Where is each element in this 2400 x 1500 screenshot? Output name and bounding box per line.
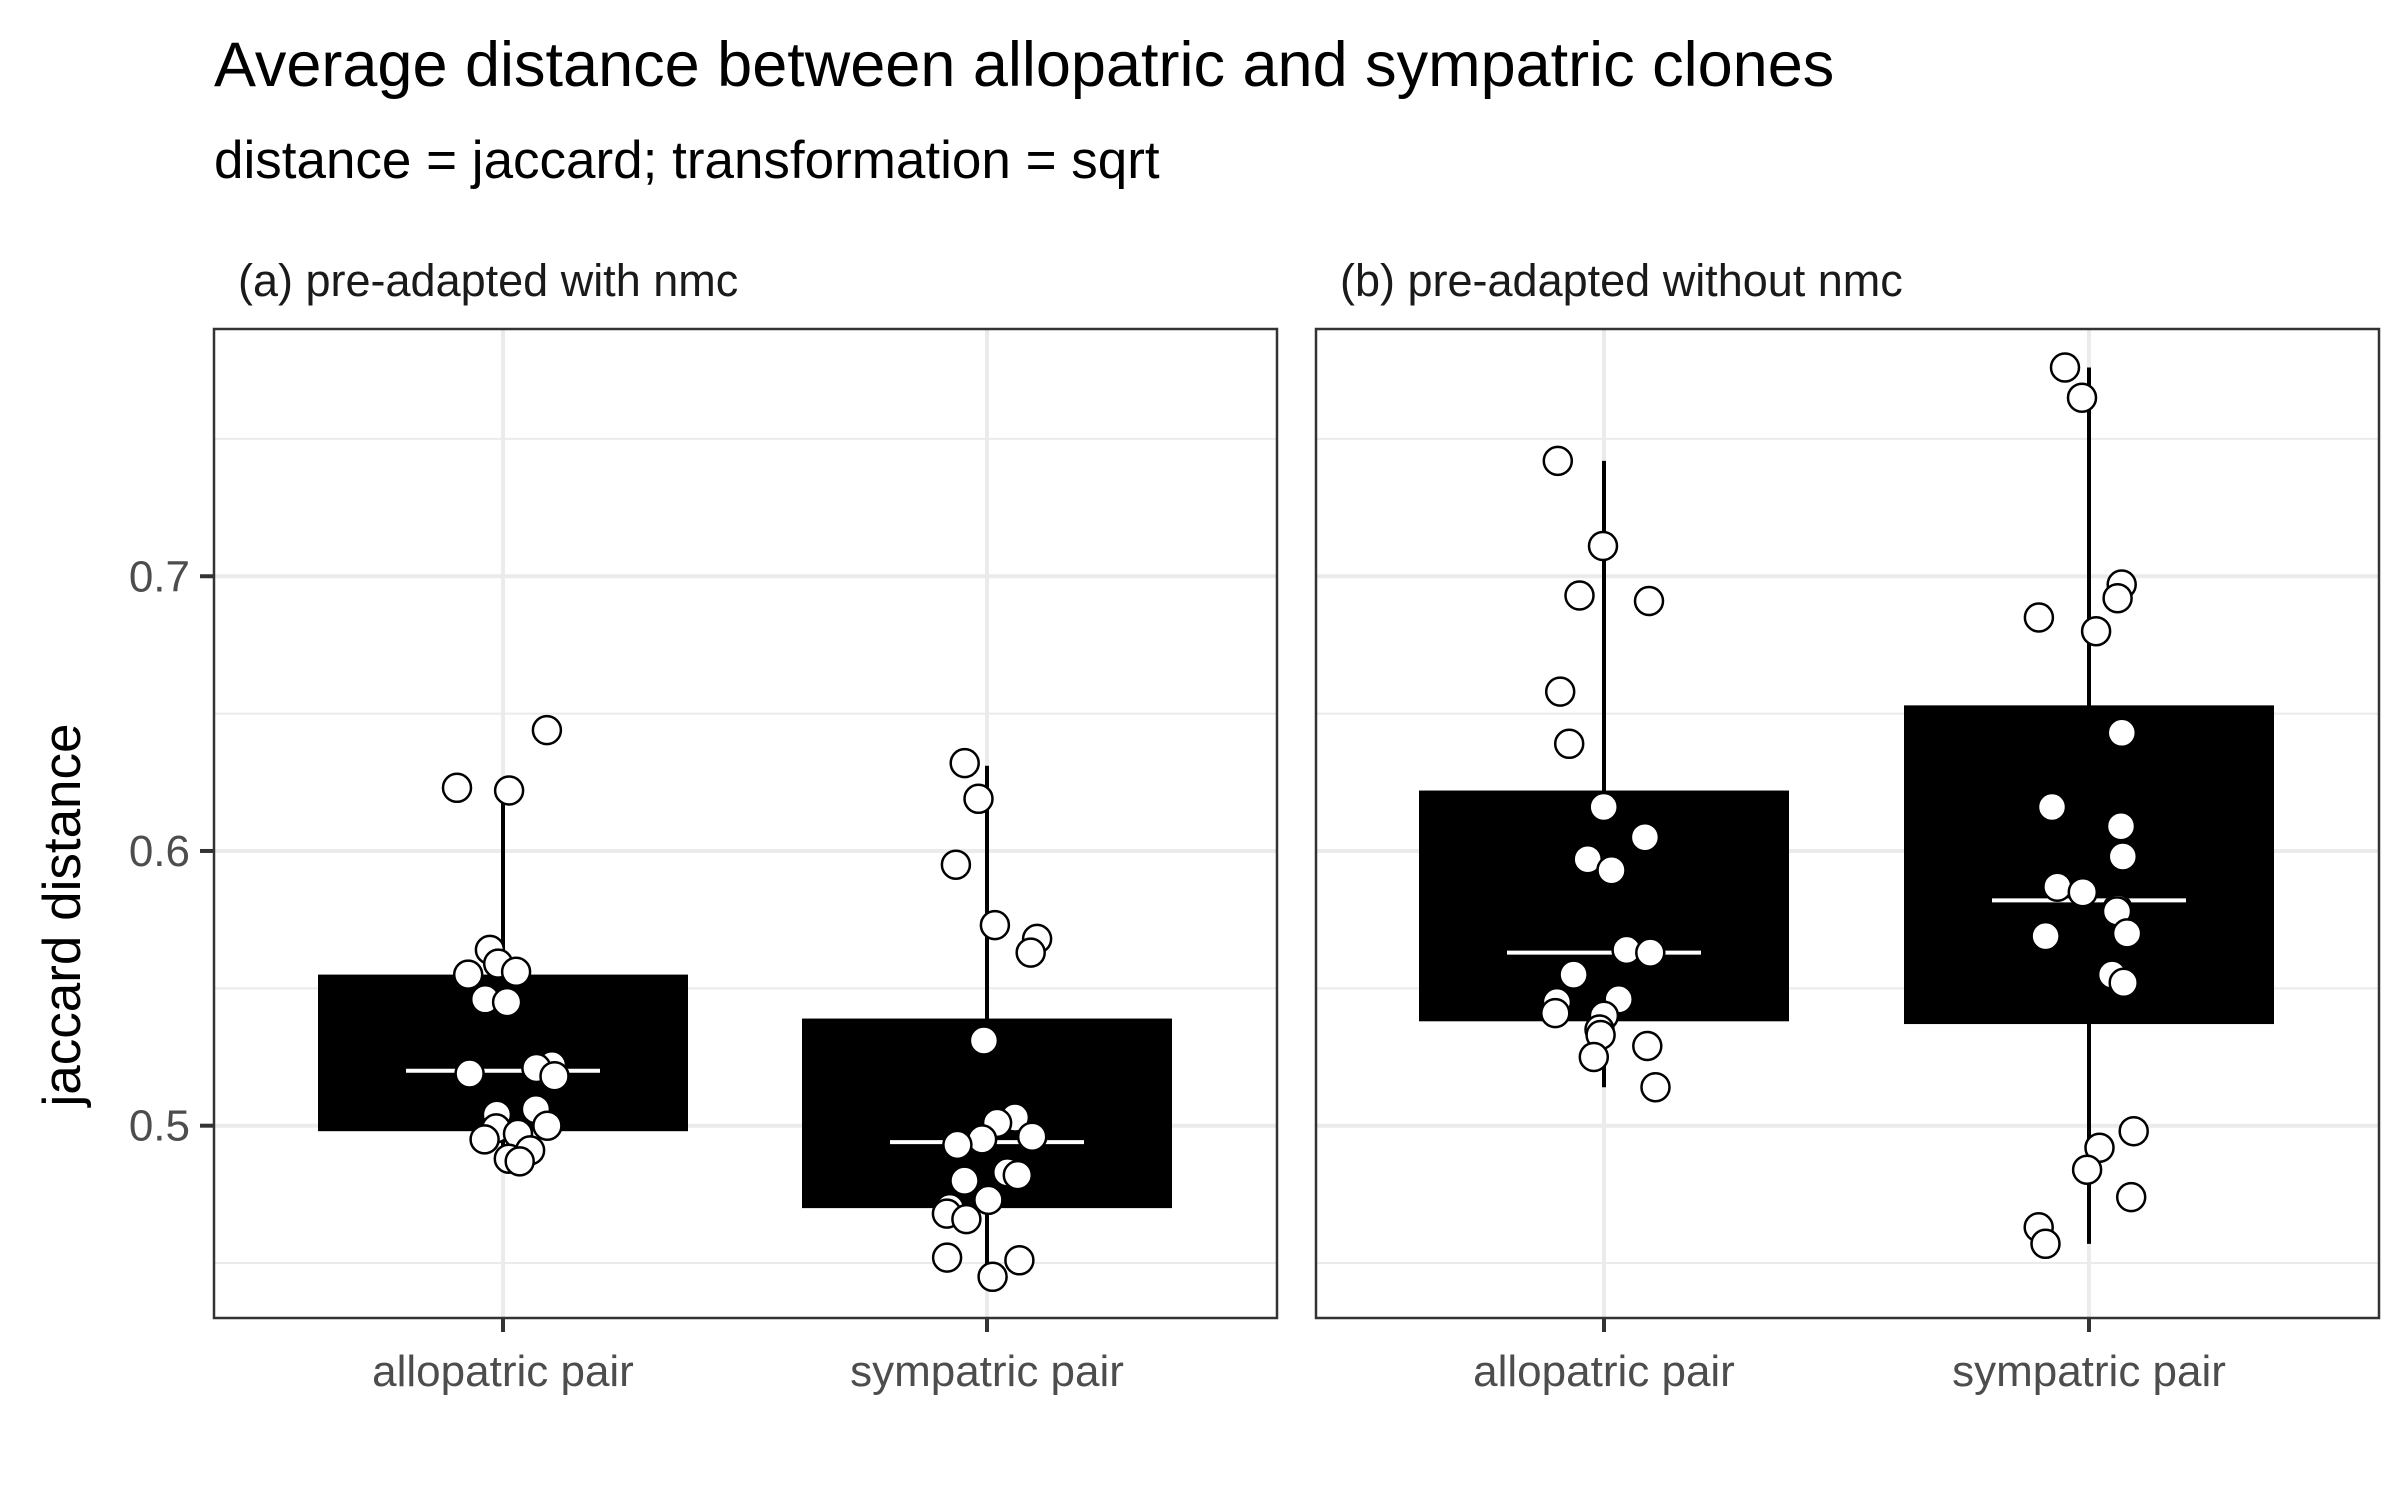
panel-a: (a) pre-adapted with nmc allopatric pair…: [212, 255, 1279, 1396]
data-point-a-1-5: [1015, 937, 1046, 968]
data-point-b-1-11: [2067, 876, 2099, 908]
data-point-a-0-2: [493, 775, 525, 806]
data-point-a-0-6: [452, 959, 484, 990]
data-point-b-1-17: [2108, 967, 2139, 999]
data-point-b-1-9: [2107, 841, 2139, 872]
data-point-b-0-1: [1587, 530, 1619, 562]
data-point-a-0-21: [504, 1146, 535, 1177]
data-point-b-1-1: [2066, 382, 2098, 413]
data-point-a-0-11: [454, 1058, 485, 1089]
data-point-b-0-19: [1632, 1030, 1663, 1062]
box-b-1: [1904, 705, 2274, 1025]
data-point-a-0-18: [469, 1124, 500, 1155]
panel-a-label: (a) pre-adapted with nmc: [238, 255, 738, 306]
data-point-b-1-0: [2049, 352, 2081, 383]
x-tick-label-b-0: allopatric pair: [1473, 1347, 1735, 1396]
data-point-a-1-1: [963, 783, 994, 815]
data-point-a-1-11: [942, 1129, 973, 1161]
data-point-b-1-7: [2036, 791, 2068, 823]
data-point-b-1-6: [2106, 717, 2138, 749]
data-point-b-1-15: [2030, 920, 2061, 952]
chart-title: Average distance between allopatric and …: [214, 30, 1834, 100]
data-point-a-1-10: [966, 1124, 998, 1155]
data-point-a-0-12: [539, 1060, 570, 1092]
data-point-b-1-10: [2042, 871, 2073, 902]
data-point-b-0-6: [1588, 791, 1619, 823]
data-point-a-0-5: [500, 956, 532, 988]
data-point-a-0-8: [491, 986, 523, 1018]
data-point-b-1-4: [2023, 602, 2055, 633]
y-tick-label-0: 0.5: [129, 1102, 190, 1151]
data-point-b-0-15: [1540, 997, 1571, 1029]
chart-subtitle: distance = jaccard; transformation = sqr…: [214, 131, 1160, 190]
data-point-a-1-21: [977, 1261, 1008, 1293]
data-point-b-1-18: [2118, 1115, 2149, 1147]
x-tick-label-a-0: allopatric pair: [372, 1347, 634, 1396]
y-axis: 0.5 0.6 0.7: [129, 552, 214, 1151]
data-point-b-0-5: [1553, 728, 1585, 760]
data-point-b-1-20: [2071, 1154, 2103, 1185]
panel-border-b: [1314, 327, 2381, 1320]
x-tick-label-b-1: sympatric pair: [1952, 1347, 2226, 1396]
data-point-b-0-21: [1640, 1071, 1671, 1103]
data-point-b-0-11: [1635, 937, 1666, 968]
data-point-b-0-7: [1629, 821, 1661, 853]
data-point-a-0-0: [531, 714, 563, 746]
data-point-a-1-15: [973, 1184, 1004, 1216]
panel-border-a: [212, 327, 1279, 1320]
data-point-a-1-19: [931, 1242, 963, 1273]
data-point-b-1-5: [2080, 615, 2112, 647]
data-point-b-1-21: [2115, 1181, 2147, 1213]
data-point-a-0-1: [441, 772, 473, 804]
y-tick-label-1: 0.6: [129, 827, 190, 876]
data-point-a-1-13: [1002, 1159, 1034, 1191]
data-point-a-1-20: [1004, 1245, 1035, 1276]
data-point-b-1-8: [2105, 810, 2137, 842]
data-point-b-0-0: [1542, 445, 1574, 477]
data-point-a-1-3: [979, 909, 1011, 941]
y-axis-title: jaccard distance: [33, 724, 92, 1109]
data-point-b-1-23: [2030, 1228, 2061, 1260]
x-tick-label-a-1: sympatric pair: [850, 1347, 1124, 1396]
data-point-b-0-3: [1633, 585, 1665, 617]
panel-b: (b) pre-adapted without nmc allopatric p…: [1314, 255, 2381, 1396]
data-point-b-0-9: [1596, 854, 1627, 886]
data-point-b-1-3: [2102, 582, 2133, 614]
data-point-a-1-0: [949, 747, 980, 779]
data-point-b-0-20: [1578, 1041, 1610, 1073]
data-point-b-0-2: [1564, 580, 1595, 611]
data-point-a-1-2: [940, 849, 972, 880]
data-point-b-0-4: [1544, 676, 1576, 707]
box-b-0: [1419, 790, 1789, 1022]
data-point-b-1-14: [2111, 918, 2143, 949]
data-point-a-1-14: [949, 1165, 980, 1196]
data-point-a-0-15: [532, 1110, 563, 1141]
y-tick-label-2: 0.7: [129, 552, 190, 601]
panel-b-label: (b) pre-adapted without nmc: [1340, 255, 1903, 306]
data-point-a-1-18: [951, 1203, 982, 1235]
data-point-a-1-9: [1016, 1121, 1048, 1152]
data-point-a-1-6: [968, 1025, 1000, 1056]
data-point-b-0-12: [1558, 959, 1589, 990]
